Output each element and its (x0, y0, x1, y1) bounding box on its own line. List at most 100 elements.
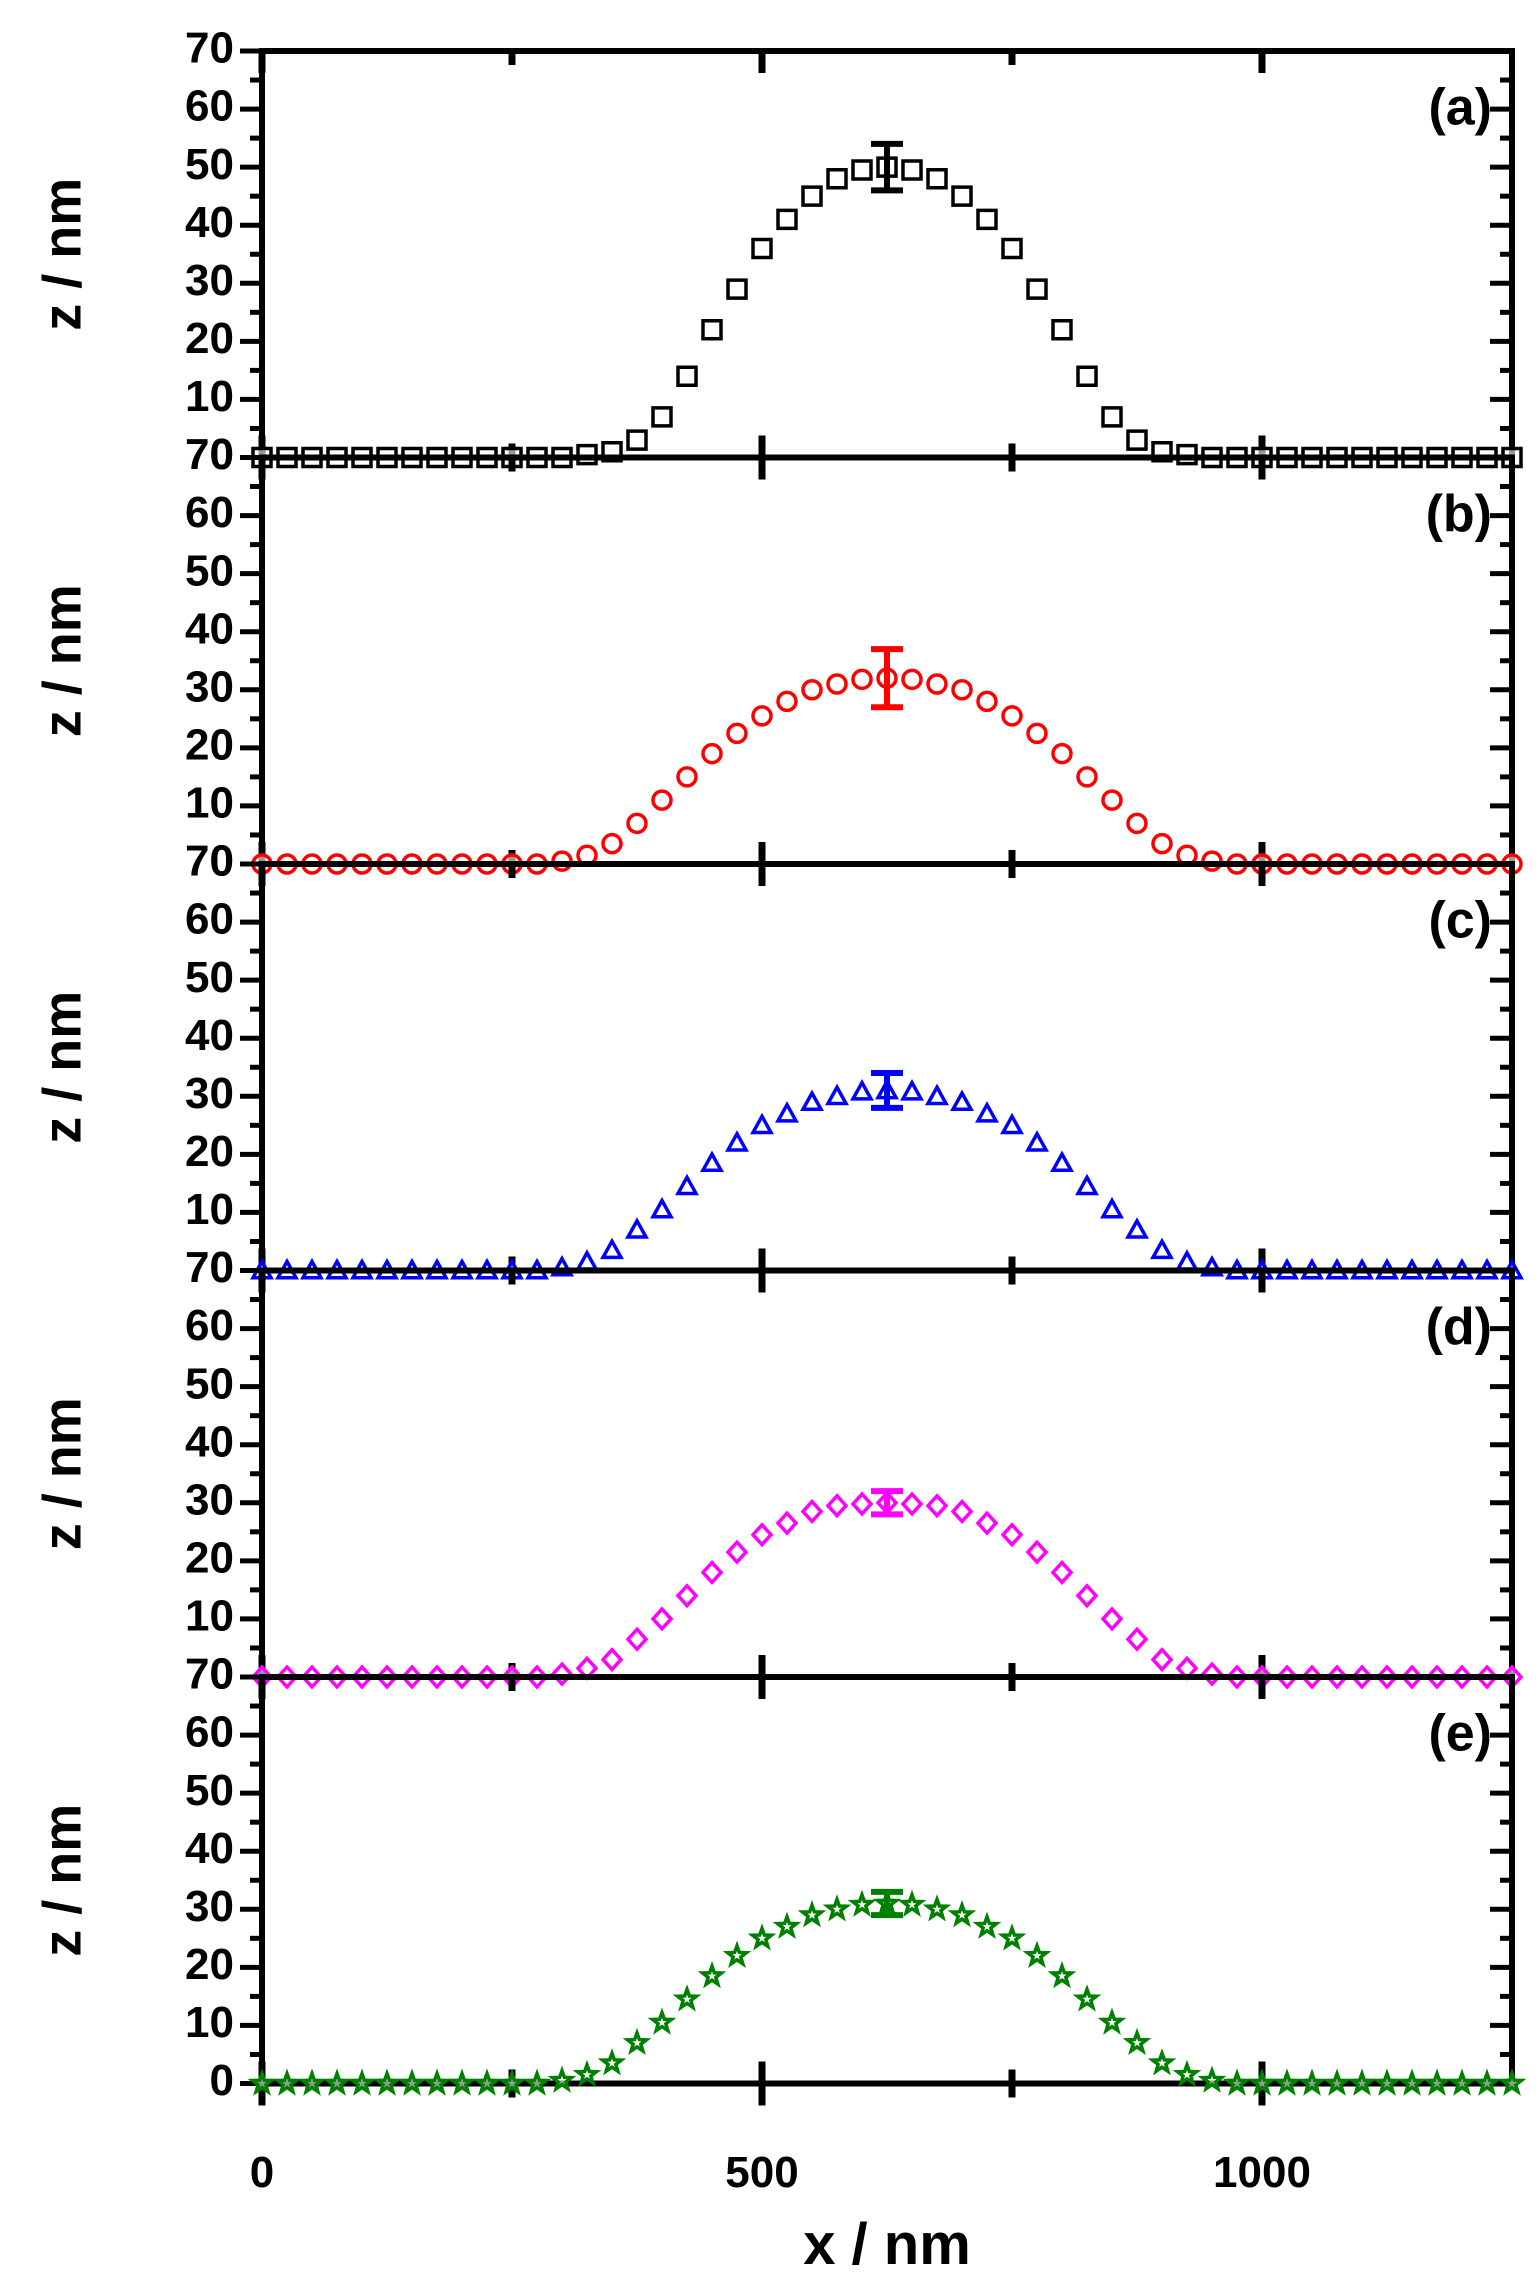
data-point (625, 1217, 649, 1239)
data-point (976, 690, 998, 713)
data-point (926, 168, 948, 190)
data-point (547, 2065, 577, 2093)
data-point (601, 832, 623, 855)
data-point (801, 679, 823, 701)
data-point (1076, 766, 1098, 788)
y-tick-label: 40 (185, 1824, 234, 1873)
data-point (1051, 318, 1073, 341)
x-axis-label: x / nm (803, 2212, 971, 2274)
data-point (597, 2048, 627, 2076)
data-point (1076, 365, 1098, 387)
data-point (1447, 2068, 1477, 2096)
y-tick-label: 60 (185, 1708, 234, 1757)
x-tick-label: 0 (250, 2148, 274, 2197)
data-point (1175, 1249, 1199, 1271)
data-point (1151, 832, 1173, 855)
data-point (776, 690, 798, 713)
data-point (950, 1089, 974, 1112)
data-point (975, 1101, 999, 1123)
data-point (1050, 1150, 1074, 1173)
data-point (851, 668, 873, 691)
y-tick-label: 10 (185, 1185, 234, 1234)
data-point (497, 2068, 527, 2096)
y-axis-label: z / nm (32, 178, 92, 331)
data-point (1422, 2068, 1452, 2096)
data-point (1247, 2068, 1277, 2096)
data-point (701, 742, 723, 765)
error-bar (871, 1070, 903, 1111)
data-point (651, 789, 673, 811)
data-point (947, 1900, 977, 1928)
data-point (1050, 1559, 1074, 1585)
x-tick-label: 1000 (1213, 2148, 1311, 2197)
y-tick-label: 20 (185, 1533, 234, 1582)
data-point (622, 2027, 652, 2056)
y-tick-label: 30 (185, 1069, 234, 1118)
plot-frame (259, 1267, 1515, 1680)
data-point (975, 1510, 999, 1536)
data-point (676, 766, 698, 788)
data-point (397, 2068, 427, 2096)
data-point (1051, 742, 1073, 765)
data-point (272, 2068, 302, 2096)
y-axis-label: z / nm (32, 991, 92, 1144)
data-point (522, 2068, 552, 2096)
y-tick-label: 10 (185, 779, 234, 828)
y-tick-label: 0 (210, 837, 234, 886)
data-point (672, 1984, 702, 2012)
y-tick-label: 10 (185, 1592, 234, 1641)
data-point (647, 2007, 677, 2035)
y-tick-label: 30 (185, 256, 234, 305)
data-point (675, 1583, 699, 1609)
data-point (1147, 2048, 1177, 2076)
panel: 0 10 20 30 40 50 60 70 z / nm (a) (32, 24, 1523, 479)
y-tick-label: 30 (185, 1882, 234, 1931)
data-point (1126, 429, 1148, 451)
data-point (922, 1894, 952, 1922)
data-point (447, 2068, 477, 2096)
data-point (1047, 1960, 1077, 1989)
data-point (697, 1960, 727, 1989)
plot-frame (259, 861, 1515, 1274)
data-point (1297, 2068, 1327, 2096)
data-point (800, 1498, 824, 1525)
data-point (1001, 705, 1023, 727)
data-point (1150, 1237, 1174, 1260)
error-bar (871, 1888, 903, 1919)
data-point (1001, 237, 1023, 260)
y-tick-label: 40 (185, 198, 234, 247)
data-point (925, 1493, 949, 1519)
data-point (900, 1491, 924, 1517)
data-point (725, 1130, 749, 1152)
data-point (897, 1889, 927, 1917)
data-point (1197, 2065, 1227, 2093)
y-tick-label: 0 (210, 430, 234, 479)
y-axis-label: z / nm (32, 1804, 92, 1957)
panel: 0 10 20 30 40 50 60 70 z / nm (c) (32, 837, 1524, 1292)
error-bar (871, 646, 903, 711)
data-point (775, 1510, 799, 1536)
y-tick-label: 10 (185, 1998, 234, 2047)
y-tick-label: 50 (185, 953, 234, 1002)
panel-label: (b) (1426, 485, 1492, 543)
y-tick-label: 60 (185, 1301, 234, 1350)
y-tick-label: 70 (185, 430, 234, 479)
panel-label: (a) (1428, 79, 1492, 137)
data-point (1125, 1626, 1149, 1652)
data-point (1025, 1539, 1049, 1565)
y-tick-label: 50 (185, 1359, 234, 1408)
y-tick-label: 0 (210, 1243, 234, 1292)
y-tick-label: 30 (185, 1475, 234, 1524)
data-point (1126, 812, 1148, 835)
panel: 0 10 20 30 40 50 60 70 z / nm (b) (32, 430, 1523, 886)
y-tick-label: 20 (185, 720, 234, 769)
data-point (1026, 278, 1048, 300)
y-tick-label: 60 (185, 82, 234, 131)
y-tick-label: 20 (185, 1127, 234, 1176)
y-tick-label: 50 (185, 546, 234, 595)
data-point (675, 1173, 699, 1196)
data-point (1322, 2068, 1352, 2096)
data-point (722, 1940, 752, 1968)
